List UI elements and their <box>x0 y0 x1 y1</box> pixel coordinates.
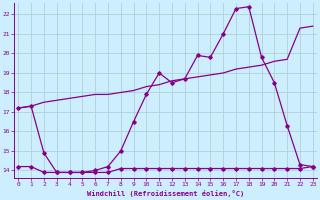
X-axis label: Windchill (Refroidissement éolien,°C): Windchill (Refroidissement éolien,°C) <box>87 190 244 197</box>
